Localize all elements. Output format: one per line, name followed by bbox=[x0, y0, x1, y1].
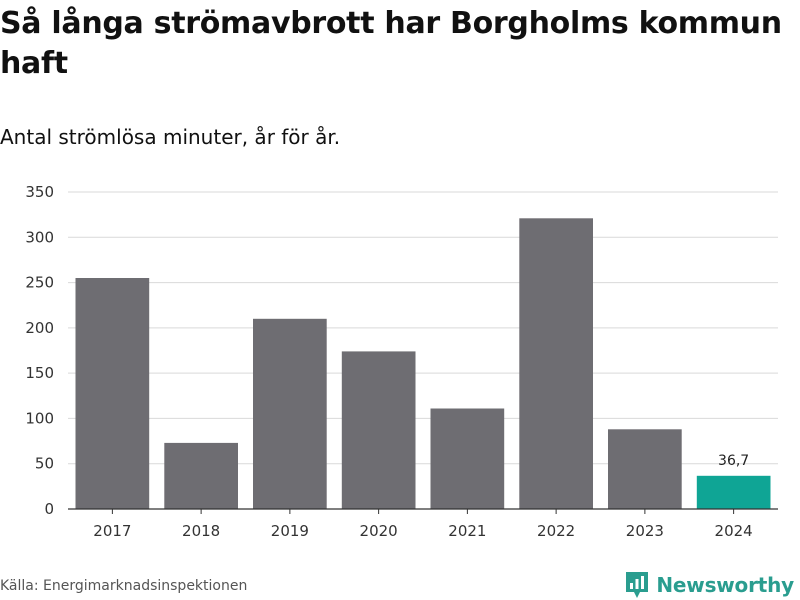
x-tick-label: 2024 bbox=[715, 522, 753, 540]
newsworthy-logo-icon bbox=[626, 572, 649, 598]
bar-2023 bbox=[608, 429, 682, 509]
x-tick-label: 2018 bbox=[182, 522, 220, 540]
bar-2017 bbox=[75, 278, 150, 509]
y-tick-label: 150 bbox=[25, 364, 54, 382]
y-tick-label: 300 bbox=[25, 228, 54, 246]
bar-2020 bbox=[341, 351, 416, 509]
x-tick-label: 2019 bbox=[271, 522, 309, 540]
chart-title: Så långa strömavbrott har Borgholms komm… bbox=[0, 6, 782, 81]
x-tick-label: 2023 bbox=[626, 522, 664, 540]
source-note: Källa: Energimarknadsinspektionen bbox=[0, 578, 248, 594]
y-tick-label: 250 bbox=[25, 274, 54, 292]
data-label: 36,7 bbox=[718, 453, 749, 469]
bar-2022 bbox=[519, 218, 593, 510]
x-tick-label: 2021 bbox=[448, 522, 486, 540]
y-tick-label: 0 bbox=[44, 500, 54, 518]
x-tick-label: 2017 bbox=[93, 522, 131, 540]
bar-2018 bbox=[164, 442, 238, 509]
y-tick-label: 200 bbox=[25, 319, 54, 337]
bar-2021 bbox=[430, 408, 505, 509]
chart-subtitle: Antal strömlösa minuter, år för år. bbox=[0, 125, 341, 149]
brand-logo: Newsworthy bbox=[624, 570, 794, 600]
bar-chart: 0 50 100 150 200 250 300 350 2017 2018 2019 2020 202… bbox=[25, 183, 778, 540]
x-tick-label: 2022 bbox=[537, 522, 575, 540]
bar-2024 bbox=[696, 475, 771, 509]
bar-2019 bbox=[253, 318, 327, 509]
x-tick-label: 2020 bbox=[360, 522, 398, 540]
brand-name: Newsworthy bbox=[656, 573, 794, 597]
y-tick-label: 100 bbox=[25, 409, 54, 427]
y-tick-label: 350 bbox=[25, 183, 54, 201]
y-tick-label: 50 bbox=[35, 455, 54, 473]
